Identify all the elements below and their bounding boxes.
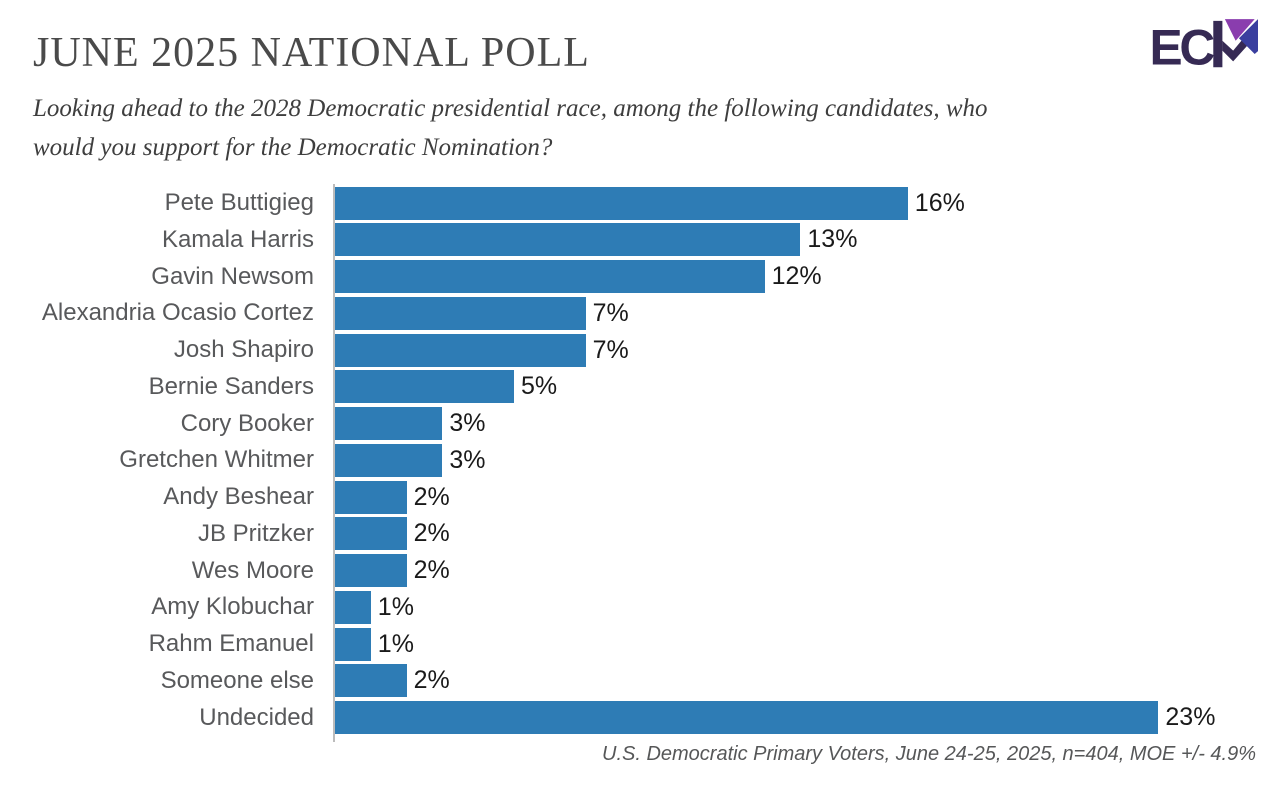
- category-label: Rahm Emanuel: [148, 630, 314, 658]
- value-label: 2%: [413, 519, 450, 548]
- bar-area: 5%: [324, 368, 1280, 405]
- bar: [335, 627, 371, 661]
- category-label: Alexandria Ocasio Cortez: [41, 299, 314, 327]
- poll-question-line-1: Looking ahead to the 2028 Democratic pre…: [33, 95, 988, 123]
- bar: [335, 517, 407, 551]
- bar-area: 16%: [324, 185, 1280, 222]
- chart-row: Gavin Newsom 12%: [0, 258, 1280, 295]
- bar-area: 2%: [324, 479, 1280, 516]
- value-label: 3%: [449, 445, 486, 474]
- category-label: Andy Beshear: [163, 483, 314, 511]
- chart-row: Alexandria Ocasio Cortez 7%: [0, 295, 1280, 332]
- chart-row: Amy Klobuchar 1%: [0, 589, 1280, 626]
- bar: [335, 186, 908, 220]
- bar: [335, 480, 407, 514]
- bar-area: 2%: [324, 515, 1280, 552]
- chart-row: Rahm Emanuel 1%: [0, 626, 1280, 663]
- value-label: 5%: [521, 372, 558, 401]
- chart-row: Wes Moore 2%: [0, 552, 1280, 589]
- bar-area: 13%: [324, 221, 1280, 258]
- bar-area: 7%: [324, 295, 1280, 332]
- bar-area: 7%: [324, 332, 1280, 369]
- chart-rows: Pete Buttigieg 16% Kamala Harris 13% Gavin N…: [0, 183, 1280, 742]
- value-label: 2%: [413, 556, 450, 585]
- ecp-logo-p-glyph: [1213, 19, 1267, 68]
- category-label: Gretchen Whitmer: [119, 446, 314, 474]
- bar-area: 1%: [324, 626, 1280, 663]
- bar: [335, 590, 371, 624]
- value-label: 3%: [449, 409, 486, 438]
- bar: [335, 296, 586, 330]
- bar-chart: Pete Buttigieg 16% Kamala Harris 13% Gavin N…: [0, 183, 1280, 742]
- category-label: Pete Buttigieg: [164, 189, 314, 217]
- category-label: Undecided: [199, 703, 314, 731]
- value-label: 23%: [1165, 703, 1216, 732]
- value-label: 1%: [377, 592, 414, 621]
- ecp-logo-ec-text: EC: [1152, 20, 1214, 74]
- y-axis-line: [333, 183, 335, 742]
- bar-area: 2%: [324, 552, 1280, 589]
- page-title: JUNE 2025 NATIONAL POLL: [33, 30, 590, 76]
- bar-area: 23%: [324, 699, 1280, 736]
- category-label: Gavin Newsom: [151, 262, 314, 290]
- chart-row: Bernie Sanders 5%: [0, 368, 1280, 405]
- chart-row: Pete Buttigieg 16%: [0, 185, 1280, 222]
- ecp-logo: EC: [1150, 14, 1267, 76]
- header: JUNE 2025 NATIONAL POLL EC: [0, 0, 1280, 76]
- category-label: Wes Moore: [191, 556, 314, 584]
- chart-row: Kamala Harris 13%: [0, 221, 1280, 258]
- value-label: 12%: [771, 262, 822, 291]
- bar-area: 1%: [324, 589, 1280, 626]
- category-label: Someone else: [160, 666, 314, 694]
- bar: [335, 443, 443, 477]
- value-label: 16%: [914, 188, 965, 217]
- value-label: 2%: [413, 666, 450, 695]
- bar: [335, 370, 514, 404]
- category-label: Josh Shapiro: [173, 336, 314, 364]
- category-label: Cory Booker: [180, 409, 314, 437]
- chart-row: Someone else 2%: [0, 662, 1280, 699]
- chart-row: Cory Booker 3%: [0, 405, 1280, 442]
- bar: [335, 333, 586, 367]
- bar-area: 2%: [324, 662, 1280, 699]
- poll-question-line-2: would you support for the Democratic Nom…: [33, 133, 553, 161]
- bar: [335, 223, 801, 257]
- value-label: 7%: [592, 298, 629, 327]
- bar: [335, 664, 407, 698]
- chart-row: Undecided 23%: [0, 699, 1280, 736]
- chart-row: Andy Beshear 2%: [0, 479, 1280, 516]
- chart-row: JB Pritzker 2%: [0, 515, 1280, 552]
- bar: [335, 701, 1159, 735]
- value-label: 1%: [377, 629, 414, 658]
- category-label: Bernie Sanders: [148, 372, 314, 400]
- category-label: JB Pritzker: [197, 519, 314, 547]
- source-note: U.S. Democratic Primary Voters, June 24-…: [602, 742, 1256, 765]
- category-label: Amy Klobuchar: [151, 593, 314, 621]
- value-label: 13%: [807, 225, 858, 254]
- bar: [335, 407, 443, 441]
- chart-row: Josh Shapiro 7%: [0, 332, 1280, 369]
- bar-area: 3%: [324, 405, 1280, 442]
- category-label: Kamala Harris: [161, 225, 314, 253]
- value-label: 7%: [592, 335, 629, 364]
- bar: [335, 554, 407, 588]
- chart-row: Gretchen Whitmer 3%: [0, 442, 1280, 479]
- ecp-logo-graphic: EC: [1150, 19, 1267, 76]
- bar-area: 12%: [324, 258, 1280, 295]
- bar: [335, 260, 765, 294]
- bar-area: 3%: [324, 442, 1280, 479]
- value-label: 2%: [413, 482, 450, 511]
- poll-question: Looking ahead to the 2028 Democratic pre…: [33, 90, 1240, 168]
